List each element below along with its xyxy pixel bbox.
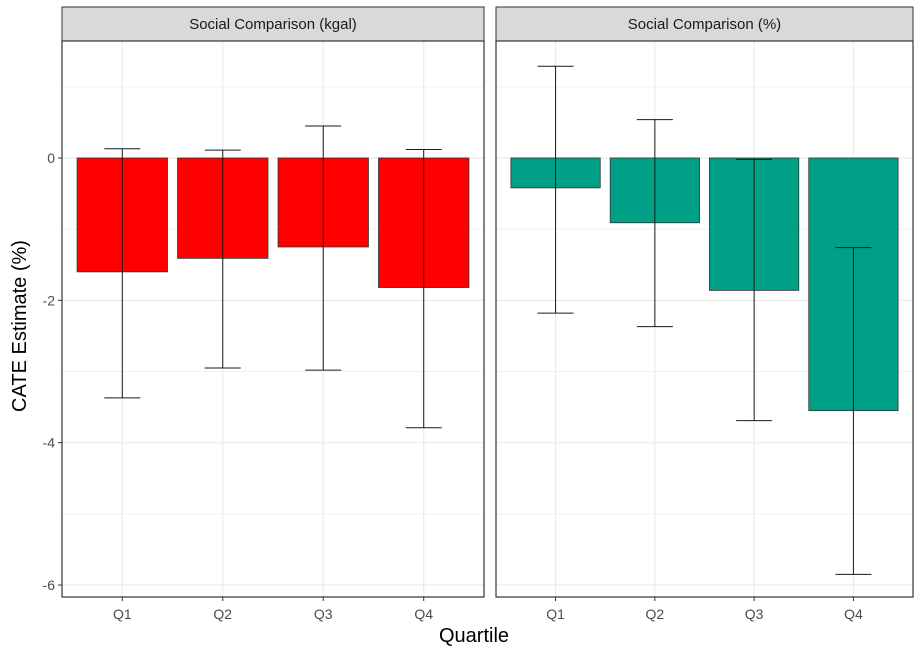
y-axis-title: CATE Estimate (%) (9, 240, 31, 412)
error-bar-q1 (104, 148, 141, 399)
error-bar-q2 (636, 119, 673, 328)
panel-2: Social Comparison (%) Q1 Q2 Q3 Q4 (495, 6, 914, 622)
error-bar-q3 (736, 158, 773, 422)
y-tick-label: 0 (47, 150, 55, 166)
strip-header (61, 6, 485, 42)
plot-background (62, 41, 484, 597)
error-bar-q1 (537, 65, 574, 314)
x-tick-label: Q2 (646, 606, 665, 622)
error-bar-q4 (835, 247, 872, 575)
strip-title: Social Comparison (%) (628, 16, 781, 33)
x-tick-label: Q2 (213, 606, 232, 622)
x-tick-label: Q1 (546, 606, 565, 622)
x-axis-title: Quartile (439, 625, 509, 647)
x-tick-label: Q1 (113, 606, 132, 622)
strip-header (495, 6, 914, 42)
error-bar-q4 (405, 148, 442, 429)
panel-border (495, 40, 914, 598)
y-tick-label: -2 (43, 292, 56, 308)
error-bar-q2 (204, 149, 241, 369)
panel-border (61, 40, 485, 598)
x-tick-label: Q3 (314, 606, 333, 622)
panel-1: Social Comparison (kgal) Q1 Q2 Q3 Q4 (61, 6, 485, 622)
y-tick-label: -4 (43, 435, 56, 451)
x-tick-label: Q4 (414, 606, 433, 622)
x-tick-label: Q3 (745, 606, 764, 622)
y-tick-label: -6 (43, 577, 56, 593)
error-bar-q3 (305, 125, 342, 371)
x-tick-label: Q4 (844, 606, 863, 622)
strip-title: Social Comparison (kgal) (189, 16, 357, 33)
